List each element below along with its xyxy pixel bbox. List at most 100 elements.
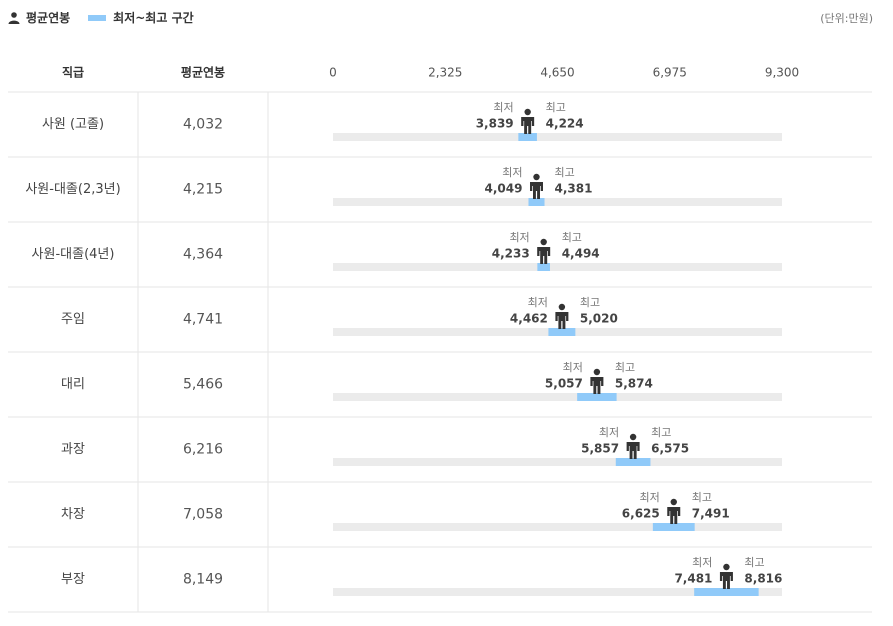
- grade-label: 사원 (고졸): [42, 117, 104, 132]
- table-row: 주임 4,741 최저 4,462 최고 5,020: [8, 296, 872, 353]
- person-icon-head: [723, 563, 730, 571]
- person-icon-body: [626, 442, 640, 459]
- person-icon-head: [629, 433, 637, 441]
- unit-label: (단위:만원): [820, 12, 873, 25]
- grade-label: 부장: [61, 572, 85, 587]
- avg-value: 8,149: [183, 572, 223, 588]
- max-caption: 최고: [580, 296, 600, 309]
- min-value: 7,481: [674, 572, 712, 586]
- avg-value: 4,032: [183, 117, 223, 133]
- table-row: 사원-대졸(2,3년) 4,215 최저 4,049 최고 4,381: [8, 166, 872, 223]
- table-row: 과장 6,216 최저 5,857 최고 6,575: [8, 426, 872, 483]
- legend: 평균연봉 최저~최고 구간: [8, 9, 212, 26]
- max-caption: 최고: [744, 556, 764, 569]
- person-icon-head: [533, 173, 540, 181]
- table-row: 차장 7,058 최저 6,625 최고 7,491: [8, 491, 872, 548]
- x-tick-label: 4,650: [540, 66, 574, 80]
- avg-value: 6,216: [183, 442, 223, 458]
- max-value: 4,381: [554, 182, 592, 196]
- max-value: 4,494: [562, 247, 600, 261]
- avg-value: 4,741: [183, 312, 223, 328]
- max-value: 5,874: [615, 377, 653, 391]
- person-icon-body: [555, 312, 569, 329]
- grade-label: 사원-대졸(2,3년): [25, 182, 120, 197]
- legend-range-label: 최저~최고 구간: [113, 11, 194, 25]
- person-icon-body: [590, 377, 604, 394]
- range-bar: [615, 458, 651, 466]
- person-icon: [8, 11, 20, 24]
- grade-label: 대리: [61, 377, 85, 392]
- min-value: 6,625: [622, 507, 660, 521]
- min-caption: 최저: [493, 101, 513, 114]
- range-track: [333, 393, 782, 401]
- person-icon-head: [670, 498, 677, 506]
- person-icon-head: [558, 303, 566, 311]
- min-value: 3,839: [476, 117, 514, 131]
- max-caption: 최고: [554, 166, 574, 179]
- person-icon: [667, 498, 681, 524]
- legend-item-range: 최저~최고 구간: [88, 9, 194, 26]
- avg-value: 7,058: [183, 507, 223, 523]
- table-row: 사원 (고졸) 4,032 최저 3,839 최고 4,224: [8, 101, 872, 158]
- min-value: 4,049: [485, 182, 523, 196]
- range-bar: [694, 588, 759, 596]
- person-icon: [590, 368, 604, 394]
- range-track: [333, 198, 782, 206]
- legend-range-swatch: [88, 14, 107, 21]
- min-value: 5,857: [581, 442, 619, 456]
- range-bar: [537, 263, 550, 271]
- person-icon-body: [521, 117, 535, 134]
- min-caption: 최저: [599, 426, 619, 439]
- min-value: 4,462: [510, 312, 548, 326]
- grade-label: 과장: [61, 442, 85, 457]
- min-value: 4,233: [492, 247, 530, 261]
- person-icon-head: [540, 238, 547, 246]
- x-tick-label: 6,975: [653, 66, 687, 80]
- person-icon: [719, 563, 733, 589]
- range-bar: [518, 133, 537, 141]
- person-icon-head: [593, 368, 601, 376]
- max-value: 5,020: [580, 312, 618, 326]
- max-caption: 최고: [651, 426, 671, 439]
- range-track: [333, 133, 782, 141]
- max-caption: 최고: [562, 231, 582, 244]
- header-grade: 직급: [62, 65, 84, 80]
- min-caption: 최저: [528, 296, 548, 309]
- x-tick-label: 2,325: [428, 66, 462, 80]
- min-value: 5,057: [545, 377, 583, 391]
- min-caption: 최저: [563, 361, 583, 374]
- range-track: [333, 588, 782, 596]
- range-track: [333, 523, 782, 531]
- min-caption: 최저: [502, 166, 522, 179]
- min-caption: 최저: [640, 491, 660, 504]
- max-caption: 최고: [615, 361, 635, 374]
- person-icon-body: [667, 507, 681, 524]
- max-caption: 최고: [692, 491, 712, 504]
- range-bar: [528, 198, 545, 206]
- person-icon: [537, 238, 551, 264]
- avg-value: 4,364: [183, 247, 223, 263]
- table-row: 부장 8,149 최저 7,481 최고 8,816: [8, 556, 872, 613]
- grade-label: 주임: [61, 312, 85, 327]
- range-bar: [548, 328, 576, 336]
- legend-avg-label: 평균연봉: [26, 11, 71, 25]
- person-icon: [529, 173, 543, 199]
- max-value: 7,491: [692, 507, 730, 521]
- max-value: 6,575: [651, 442, 689, 456]
- table-row: 대리 5,466 최저 5,057 최고 5,874: [8, 361, 872, 418]
- person-icon: [555, 303, 569, 329]
- table-row: 사원-대졸(4년) 4,364 최저 4,233 최고 4,494: [8, 231, 872, 288]
- x-tick-label: 0: [329, 66, 337, 80]
- range-bar: [577, 393, 617, 401]
- min-caption: 최저: [692, 556, 712, 569]
- person-icon: [521, 108, 535, 134]
- min-caption: 최저: [509, 231, 529, 244]
- grade-label: 사원-대졸(4년): [32, 247, 115, 262]
- header-avg: 평균연봉: [181, 65, 225, 80]
- max-value: 4,224: [546, 117, 584, 131]
- max-value: 8,816: [744, 572, 782, 586]
- range-track: [333, 263, 782, 271]
- person-icon-body: [529, 182, 543, 199]
